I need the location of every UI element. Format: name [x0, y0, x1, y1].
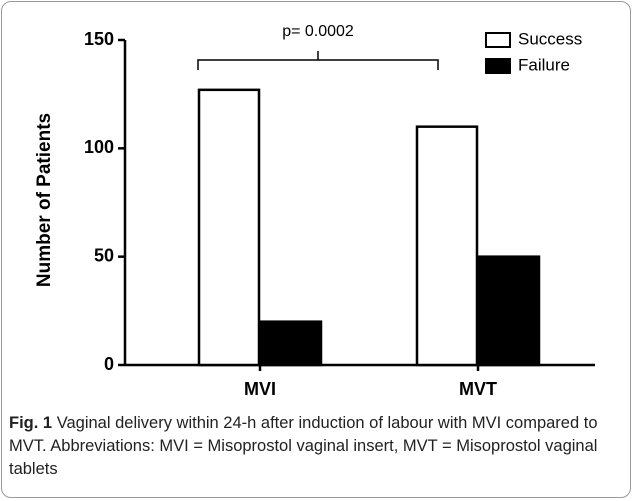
legend-swatch — [485, 32, 511, 48]
bar — [259, 320, 323, 367]
annotation: p= 0.0002 — [282, 23, 354, 40]
y-tick-label: 100 — [84, 137, 114, 157]
y-tick-label: 0 — [104, 354, 114, 374]
caption: Fig. 1 Vaginal delivery within 24-h afte… — [9, 412, 609, 481]
chart: Number of Patients 0 50 100 150 MVI MVT p= 0.0… — [34, 23, 595, 399]
x-tick-label: MVI — [244, 379, 276, 399]
legend-label: Failure — [518, 55, 570, 74]
x-tick-label: MVT — [459, 379, 497, 399]
y-tick-label: 150 — [84, 29, 114, 49]
significance-bracket — [197, 51, 439, 70]
bar — [477, 255, 541, 367]
caption-label: Fig. 1 — [9, 414, 53, 432]
legend-label: Success — [518, 29, 582, 48]
bar — [415, 125, 479, 367]
caption-text: Vaginal delivery within 24-h after induc… — [9, 414, 598, 478]
y-axis-label: Number of Patients — [34, 113, 55, 287]
y-tick-label: 50 — [94, 245, 114, 265]
bar — [197, 88, 261, 367]
legend-swatch — [485, 58, 511, 74]
